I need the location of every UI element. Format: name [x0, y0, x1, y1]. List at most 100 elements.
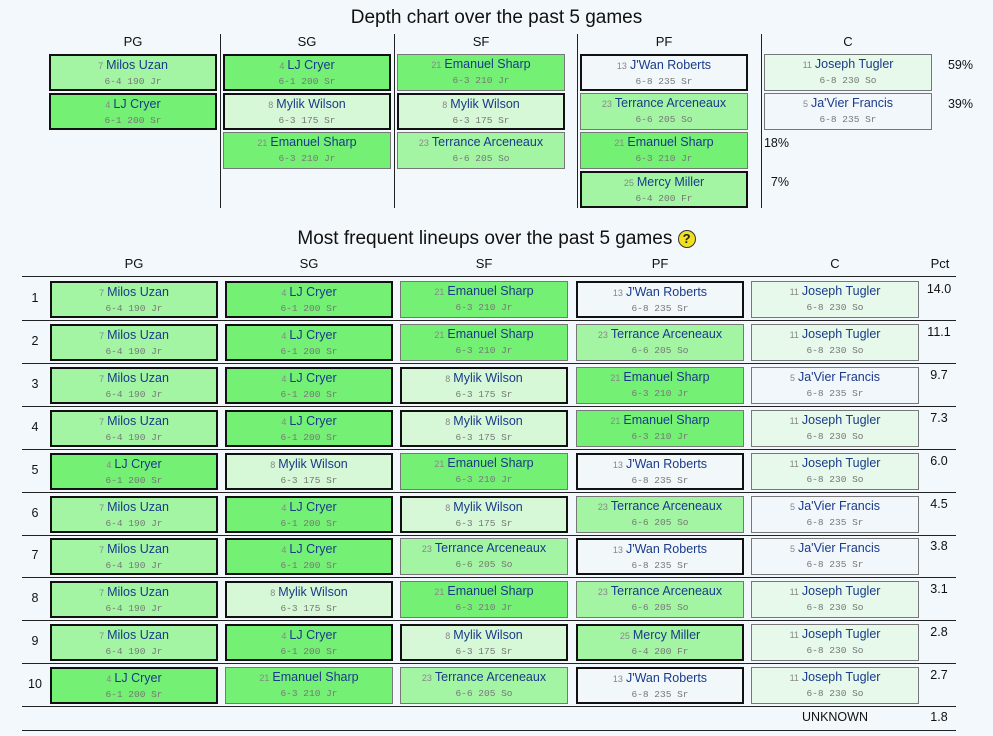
player-name[interactable]: LJ Cryer: [114, 456, 162, 471]
player-name[interactable]: LJ Cryer: [287, 58, 335, 72]
player-card[interactable]: 4 LJ Cryer 6-1 200 Sr: [223, 54, 391, 91]
player-card[interactable]: 4 LJ Cryer 6-1 200 Sr: [225, 281, 393, 318]
player-name[interactable]: Terrance Arceneaux: [434, 670, 547, 685]
player-card[interactable]: 4 LJ Cryer 6-1 200 Sr: [225, 624, 393, 662]
player-card[interactable]: 7 Milos Uzan 6-4 190 Jr: [50, 409, 218, 447]
player-name[interactable]: J'Wan Roberts: [629, 58, 712, 72]
player-card[interactable]: 23 Terrance Arceneaux 6-6 205 So: [580, 93, 748, 130]
player-name[interactable]: Mercy Miller: [632, 628, 701, 643]
player-card[interactable]: 5 Ja'Vier Francis 6-8 235 Sr: [751, 366, 919, 404]
player-name[interactable]: Milos Uzan: [107, 628, 169, 643]
player-card[interactable]: 7 Milos Uzan 6-4 190 Jr: [50, 495, 218, 533]
player-name[interactable]: Milos Uzan: [107, 542, 169, 557]
player-name[interactable]: Joseph Tugler: [801, 627, 881, 642]
player-card[interactable]: 11 Joseph Tugler 6-8 230 So: [751, 667, 919, 705]
player-card[interactable]: 21 Emanuel Sharp 6-3 210 Jr: [223, 132, 391, 169]
player-name[interactable]: LJ Cryer: [289, 413, 337, 428]
player-card[interactable]: 21 Emanuel Sharp 6-3 210 Jr: [225, 667, 393, 705]
player-card[interactable]: 21 Emanuel Sharp 6-3 210 Jr: [576, 409, 744, 447]
player-name[interactable]: LJ Cryer: [289, 370, 337, 385]
player-card[interactable]: 7 Milos Uzan 6-4 190 Jr: [50, 323, 218, 361]
player-card[interactable]: 25 Mercy Miller 6-4 200 Fr: [576, 624, 744, 662]
player-card[interactable]: 23 Terrance Arceneaux 6-6 205 So: [400, 538, 568, 576]
player-name[interactable]: Mylik Wilson: [276, 97, 346, 111]
player-card[interactable]: 7 Milos Uzan 6-4 190 Jr: [50, 624, 218, 662]
player-name[interactable]: Mylik Wilson: [278, 456, 348, 471]
player-card[interactable]: 11 Joseph Tugler 6-8 230 So: [751, 452, 919, 490]
player-name[interactable]: J'Wan Roberts: [625, 285, 708, 299]
player-card[interactable]: 4 LJ Cryer 6-1 200 Sr: [49, 93, 217, 130]
player-name[interactable]: Joseph Tugler: [814, 57, 894, 71]
player-card[interactable]: 23 Terrance Arceneaux 6-6 205 So: [397, 132, 565, 169]
player-name[interactable]: Emanuel Sharp: [447, 584, 534, 599]
player-name[interactable]: Mylik Wilson: [453, 413, 523, 428]
player-name[interactable]: LJ Cryer: [289, 628, 337, 643]
player-card[interactable]: 21 Emanuel Sharp 6-3 210 Jr: [397, 54, 565, 91]
player-name[interactable]: Milos Uzan: [107, 499, 169, 514]
player-card[interactable]: 4 LJ Cryer 6-1 200 Sr: [50, 452, 218, 490]
player-name[interactable]: Emanuel Sharp: [447, 455, 534, 470]
player-card[interactable]: 23 Terrance Arceneaux 6-6 205 So: [576, 581, 744, 619]
player-name[interactable]: Milos Uzan: [107, 285, 169, 299]
player-name[interactable]: Emanuel Sharp: [623, 369, 710, 384]
player-card[interactable]: 4 LJ Cryer 6-1 200 Sr: [225, 409, 393, 447]
player-card[interactable]: 23 Terrance Arceneaux 6-6 205 So: [576, 323, 744, 361]
player-card[interactable]: 7 Milos Uzan 6-4 190 Jr: [50, 281, 218, 318]
player-name[interactable]: Joseph Tugler: [801, 584, 881, 599]
player-card[interactable]: 4 LJ Cryer 6-1 200 Sr: [225, 495, 393, 533]
player-card[interactable]: 7 Milos Uzan 6-4 190 Jr: [50, 581, 218, 619]
player-card[interactable]: 21 Emanuel Sharp 6-3 210 Jr: [400, 452, 568, 490]
player-card[interactable]: 8 Mylik Wilson 6-3 175 Sr: [400, 409, 568, 447]
player-card[interactable]: 8 Mylik Wilson 6-3 175 Sr: [225, 452, 393, 490]
player-name[interactable]: J'Wan Roberts: [625, 456, 708, 471]
player-card[interactable]: 21 Emanuel Sharp 6-3 210 Jr: [400, 581, 568, 619]
player-card[interactable]: 4 LJ Cryer 6-1 200 Sr: [225, 323, 393, 361]
player-card[interactable]: 4 LJ Cryer 6-1 200 Sr: [225, 538, 393, 576]
player-card[interactable]: 23 Terrance Arceneaux 6-6 205 So: [576, 495, 744, 533]
player-name[interactable]: Terrance Arceneaux: [610, 326, 723, 341]
player-card[interactable]: 11 Joseph Tugler 6-8 230 So: [751, 281, 919, 318]
player-name[interactable]: Joseph Tugler: [801, 455, 881, 470]
player-name[interactable]: Terrance Arceneaux: [610, 498, 723, 513]
player-card[interactable]: 21 Emanuel Sharp 6-3 210 Jr: [576, 366, 744, 404]
player-name[interactable]: Mylik Wilson: [453, 628, 523, 643]
player-name[interactable]: J'Wan Roberts: [625, 671, 708, 686]
player-card[interactable]: 13 J'Wan Roberts 6-8 235 Sr: [576, 281, 744, 318]
player-name[interactable]: Milos Uzan: [107, 585, 169, 600]
player-name[interactable]: LJ Cryer: [289, 542, 337, 557]
player-name[interactable]: LJ Cryer: [113, 97, 161, 111]
player-name[interactable]: LJ Cryer: [289, 327, 337, 342]
player-name[interactable]: LJ Cryer: [114, 671, 162, 686]
player-name[interactable]: Joseph Tugler: [801, 326, 881, 341]
player-name[interactable]: Emanuel Sharp: [447, 326, 534, 341]
player-name[interactable]: Ja'Vier Francis: [797, 498, 881, 513]
player-name[interactable]: Emanuel Sharp: [623, 412, 710, 427]
player-card[interactable]: 11 Joseph Tugler 6-8 230 So: [764, 54, 932, 91]
player-name[interactable]: Terrance Arceneaux: [431, 135, 544, 149]
player-name[interactable]: Terrance Arceneaux: [614, 96, 727, 110]
player-card[interactable]: 8 Mylik Wilson 6-3 175 Sr: [397, 93, 565, 130]
player-card[interactable]: 11 Joseph Tugler 6-8 230 So: [751, 409, 919, 447]
player-name[interactable]: Ja'Vier Francis: [797, 369, 881, 384]
player-name[interactable]: J'Wan Roberts: [625, 542, 708, 557]
player-card[interactable]: 11 Joseph Tugler 6-8 230 So: [751, 323, 919, 361]
player-name[interactable]: Emanuel Sharp: [447, 284, 534, 298]
player-card[interactable]: 13 J'Wan Roberts 6-8 235 Sr: [576, 538, 744, 576]
player-name[interactable]: Emanuel Sharp: [444, 57, 531, 71]
player-name[interactable]: Milos Uzan: [107, 413, 169, 428]
player-card[interactable]: 7 Milos Uzan 6-4 190 Jr: [50, 366, 218, 404]
player-card[interactable]: 8 Mylik Wilson 6-3 175 Sr: [400, 366, 568, 404]
player-name[interactable]: LJ Cryer: [289, 285, 337, 299]
player-name[interactable]: Milos Uzan: [106, 58, 168, 72]
player-name[interactable]: Joseph Tugler: [801, 670, 881, 685]
player-card[interactable]: 21 Emanuel Sharp 6-3 210 Jr: [400, 323, 568, 361]
player-name[interactable]: Mylik Wilson: [453, 499, 523, 514]
player-card[interactable]: 5 Ja'Vier Francis 6-8 235 Sr: [751, 538, 919, 576]
player-name[interactable]: Joseph Tugler: [801, 284, 881, 298]
player-name[interactable]: Mercy Miller: [636, 175, 705, 189]
player-name[interactable]: Ja'Vier Francis: [810, 96, 894, 110]
player-name[interactable]: Milos Uzan: [107, 370, 169, 385]
player-card[interactable]: 25 Mercy Miller 6-4 200 Fr: [580, 171, 748, 208]
player-name[interactable]: Mylik Wilson: [453, 370, 523, 385]
player-card[interactable]: 7 Milos Uzan 6-4 190 Jr: [49, 54, 217, 91]
